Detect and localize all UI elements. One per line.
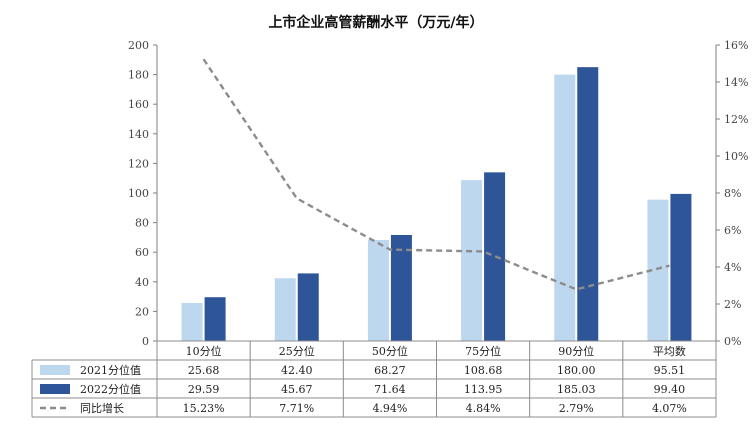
growth-line xyxy=(202,58,670,291)
legend-swatch xyxy=(40,365,70,375)
table-cell: 4.07% xyxy=(652,402,687,415)
legend-label: 2022分位值 xyxy=(80,382,141,396)
chart-title: 上市企业高管薪酬水平（万元/年） xyxy=(268,14,483,31)
chart-axes: 0 20 40 60 80 100 120 140 160 180 200 0% 2% 4% 6% 8% 10%… xyxy=(128,39,748,348)
bar-2022 xyxy=(297,273,319,341)
table-cell: 7.71% xyxy=(279,402,314,415)
left-tick-label: 180 xyxy=(128,69,149,82)
bar-2022 xyxy=(204,297,226,341)
category-label: 75分位 xyxy=(465,344,501,358)
bar-2021 xyxy=(647,199,669,341)
table-cell: 68.27 xyxy=(374,364,406,377)
table-cell: 15.23% xyxy=(183,402,225,415)
legend-label: 同比增长 xyxy=(80,401,124,415)
bar-2021 xyxy=(554,74,576,341)
left-tick-label: 100 xyxy=(128,187,149,200)
bar-2022 xyxy=(577,67,599,341)
table-cell: 4.94% xyxy=(372,402,407,415)
legend-swatch xyxy=(40,384,70,394)
bar-2021 xyxy=(181,302,203,341)
right-tick-label: 4% xyxy=(724,261,741,274)
table-cell: 71.64 xyxy=(374,383,406,396)
table-cell: 25.68 xyxy=(188,364,220,377)
left-tick-label: 40 xyxy=(135,276,149,289)
left-tick-label: 140 xyxy=(128,128,149,141)
table-cell: 113.95 xyxy=(464,383,503,396)
data-table: 10分位 25分位 50分位 75分位 90分位 平均数 2021分位值 25.68 42.40… xyxy=(31,340,717,418)
table-cell: 42.40 xyxy=(281,364,313,377)
right-tick-label: 14% xyxy=(724,76,748,89)
left-tick-label: 20 xyxy=(135,305,149,318)
bar-2021 xyxy=(367,239,389,341)
table-cell: 29.59 xyxy=(188,383,220,396)
right-tick-label: 6% xyxy=(724,224,741,237)
category-label: 10分位 xyxy=(186,344,222,358)
left-tick-label: 120 xyxy=(128,157,149,170)
category-label: 90分位 xyxy=(558,344,594,358)
right-tick-label: 2% xyxy=(724,298,741,311)
category-label: 50分位 xyxy=(372,344,408,358)
bar-2022 xyxy=(390,234,412,341)
bar-2022 xyxy=(484,172,506,341)
left-tick-label: 160 xyxy=(128,98,149,111)
table-cell: 108.68 xyxy=(464,364,503,377)
bar-2021 xyxy=(274,278,296,341)
right-tick-label: 16% xyxy=(724,39,748,52)
table-cell: 2.79% xyxy=(559,402,594,415)
growth-line-path xyxy=(202,58,670,291)
table-cell: 99.40 xyxy=(654,383,686,396)
legend-label: 2021分位值 xyxy=(80,363,141,377)
left-tick-label: 0 xyxy=(142,335,149,348)
bar-2022 xyxy=(670,193,692,341)
right-tick-label: 10% xyxy=(724,150,748,163)
table-cell: 4.84% xyxy=(466,402,501,415)
table-cell: 45.67 xyxy=(281,383,313,396)
category-label: 25分位 xyxy=(279,344,315,358)
category-label: 平均数 xyxy=(653,345,686,358)
chart-bars xyxy=(181,67,692,341)
left-tick-label: 80 xyxy=(135,217,149,230)
table-cell: 180.00 xyxy=(557,364,596,377)
left-tick-label: 60 xyxy=(135,246,149,259)
table-cell: 185.03 xyxy=(557,383,596,396)
bar-2021 xyxy=(461,180,483,341)
left-tick-label: 200 xyxy=(128,39,149,52)
right-tick-label: 8% xyxy=(724,187,741,200)
table-cell: 95.51 xyxy=(654,364,686,377)
right-tick-label: 12% xyxy=(724,113,748,126)
right-tick-label: 0% xyxy=(724,335,741,348)
